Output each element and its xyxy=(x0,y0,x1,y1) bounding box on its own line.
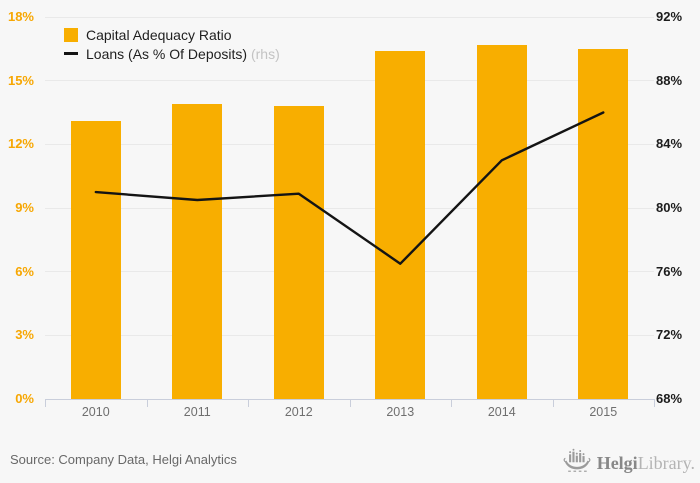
source-attribution: Source: Company Data, Helgi Analytics xyxy=(10,452,237,467)
left-axis-tick-label: 3% xyxy=(15,327,34,343)
gridline xyxy=(45,207,654,209)
line-series-dash-icon xyxy=(64,52,78,55)
x-axis-label-2012: 2012 xyxy=(284,405,313,419)
legend-line-label: Loans (As % Of Deposits) (rhs) xyxy=(86,46,280,62)
viking-ship-icon xyxy=(563,448,591,472)
x-axis-tick xyxy=(45,399,46,407)
right-axis-tick-label: 68% xyxy=(656,391,683,406)
logo-text-helgi: Helgi xyxy=(596,453,638,473)
x-axis-tick xyxy=(654,399,655,407)
bar-2014 xyxy=(476,44,527,399)
logo-wordmark: HelgiLibrary. xyxy=(597,453,695,473)
x-axis-label-2014: 2014 xyxy=(487,405,516,419)
gridline xyxy=(45,16,654,18)
right-axis-tick-label: 84% xyxy=(656,136,683,152)
right-axis-tick-label: 80% xyxy=(656,200,683,215)
x-axis-tick xyxy=(146,399,148,407)
legend-line-label-text: Loans (As % Of Deposits) xyxy=(86,45,248,62)
gridline xyxy=(45,143,654,145)
right-axis-tick-label: 72% xyxy=(656,327,683,343)
right-axis-tick-label: 92% xyxy=(656,9,683,24)
bar-2010 xyxy=(70,120,121,399)
x-axis-tick xyxy=(349,399,351,407)
helgi-library-logo: HelgiLibrary. xyxy=(562,448,695,473)
left-axis-tick-label: 12% xyxy=(7,136,34,152)
x-axis-tick xyxy=(451,399,452,407)
legend-key xyxy=(64,52,86,55)
x-axis-tick xyxy=(552,399,554,407)
legend-key xyxy=(64,27,86,42)
legend-item-capital-adequacy-ratio: Capital Adequacy Ratio xyxy=(64,26,280,43)
bar-2013 xyxy=(375,50,426,399)
bar-2015 xyxy=(578,48,629,399)
x-axis-label-2013: 2013 xyxy=(386,405,415,419)
x-axis-label-2015: 2015 xyxy=(589,405,618,419)
left-axis-tick-label: 15% xyxy=(7,72,34,88)
bar-series-swatch-icon xyxy=(64,27,78,42)
left-axis-tick-label: 6% xyxy=(15,263,34,279)
left-axis-tick-label: 0% xyxy=(15,391,34,406)
right-axis-tick-label: 76% xyxy=(656,263,683,279)
logo-text-library: Library. xyxy=(637,453,695,473)
gridline xyxy=(45,271,654,273)
gridline xyxy=(45,334,654,336)
legend-rhs-suffix: (rhs) xyxy=(250,45,280,62)
bar-2011 xyxy=(172,104,223,399)
left-axis-tick-label: 18% xyxy=(7,9,34,24)
x-axis-tick xyxy=(248,399,249,407)
legend-bar-label: Capital Adequacy Ratio xyxy=(86,26,232,43)
bar-2012 xyxy=(273,106,324,399)
gridline xyxy=(45,80,654,82)
left-axis-tick-label: 9% xyxy=(15,200,34,215)
x-axis-label-2010: 2010 xyxy=(81,405,110,419)
legend: Capital Adequacy Ratio Loans (As % Of De… xyxy=(64,26,280,62)
right-axis-tick-label: 88% xyxy=(656,72,683,88)
legend-item-loans: Loans (As % Of Deposits) (rhs) xyxy=(64,46,280,62)
x-axis-label-2011: 2011 xyxy=(183,405,211,419)
